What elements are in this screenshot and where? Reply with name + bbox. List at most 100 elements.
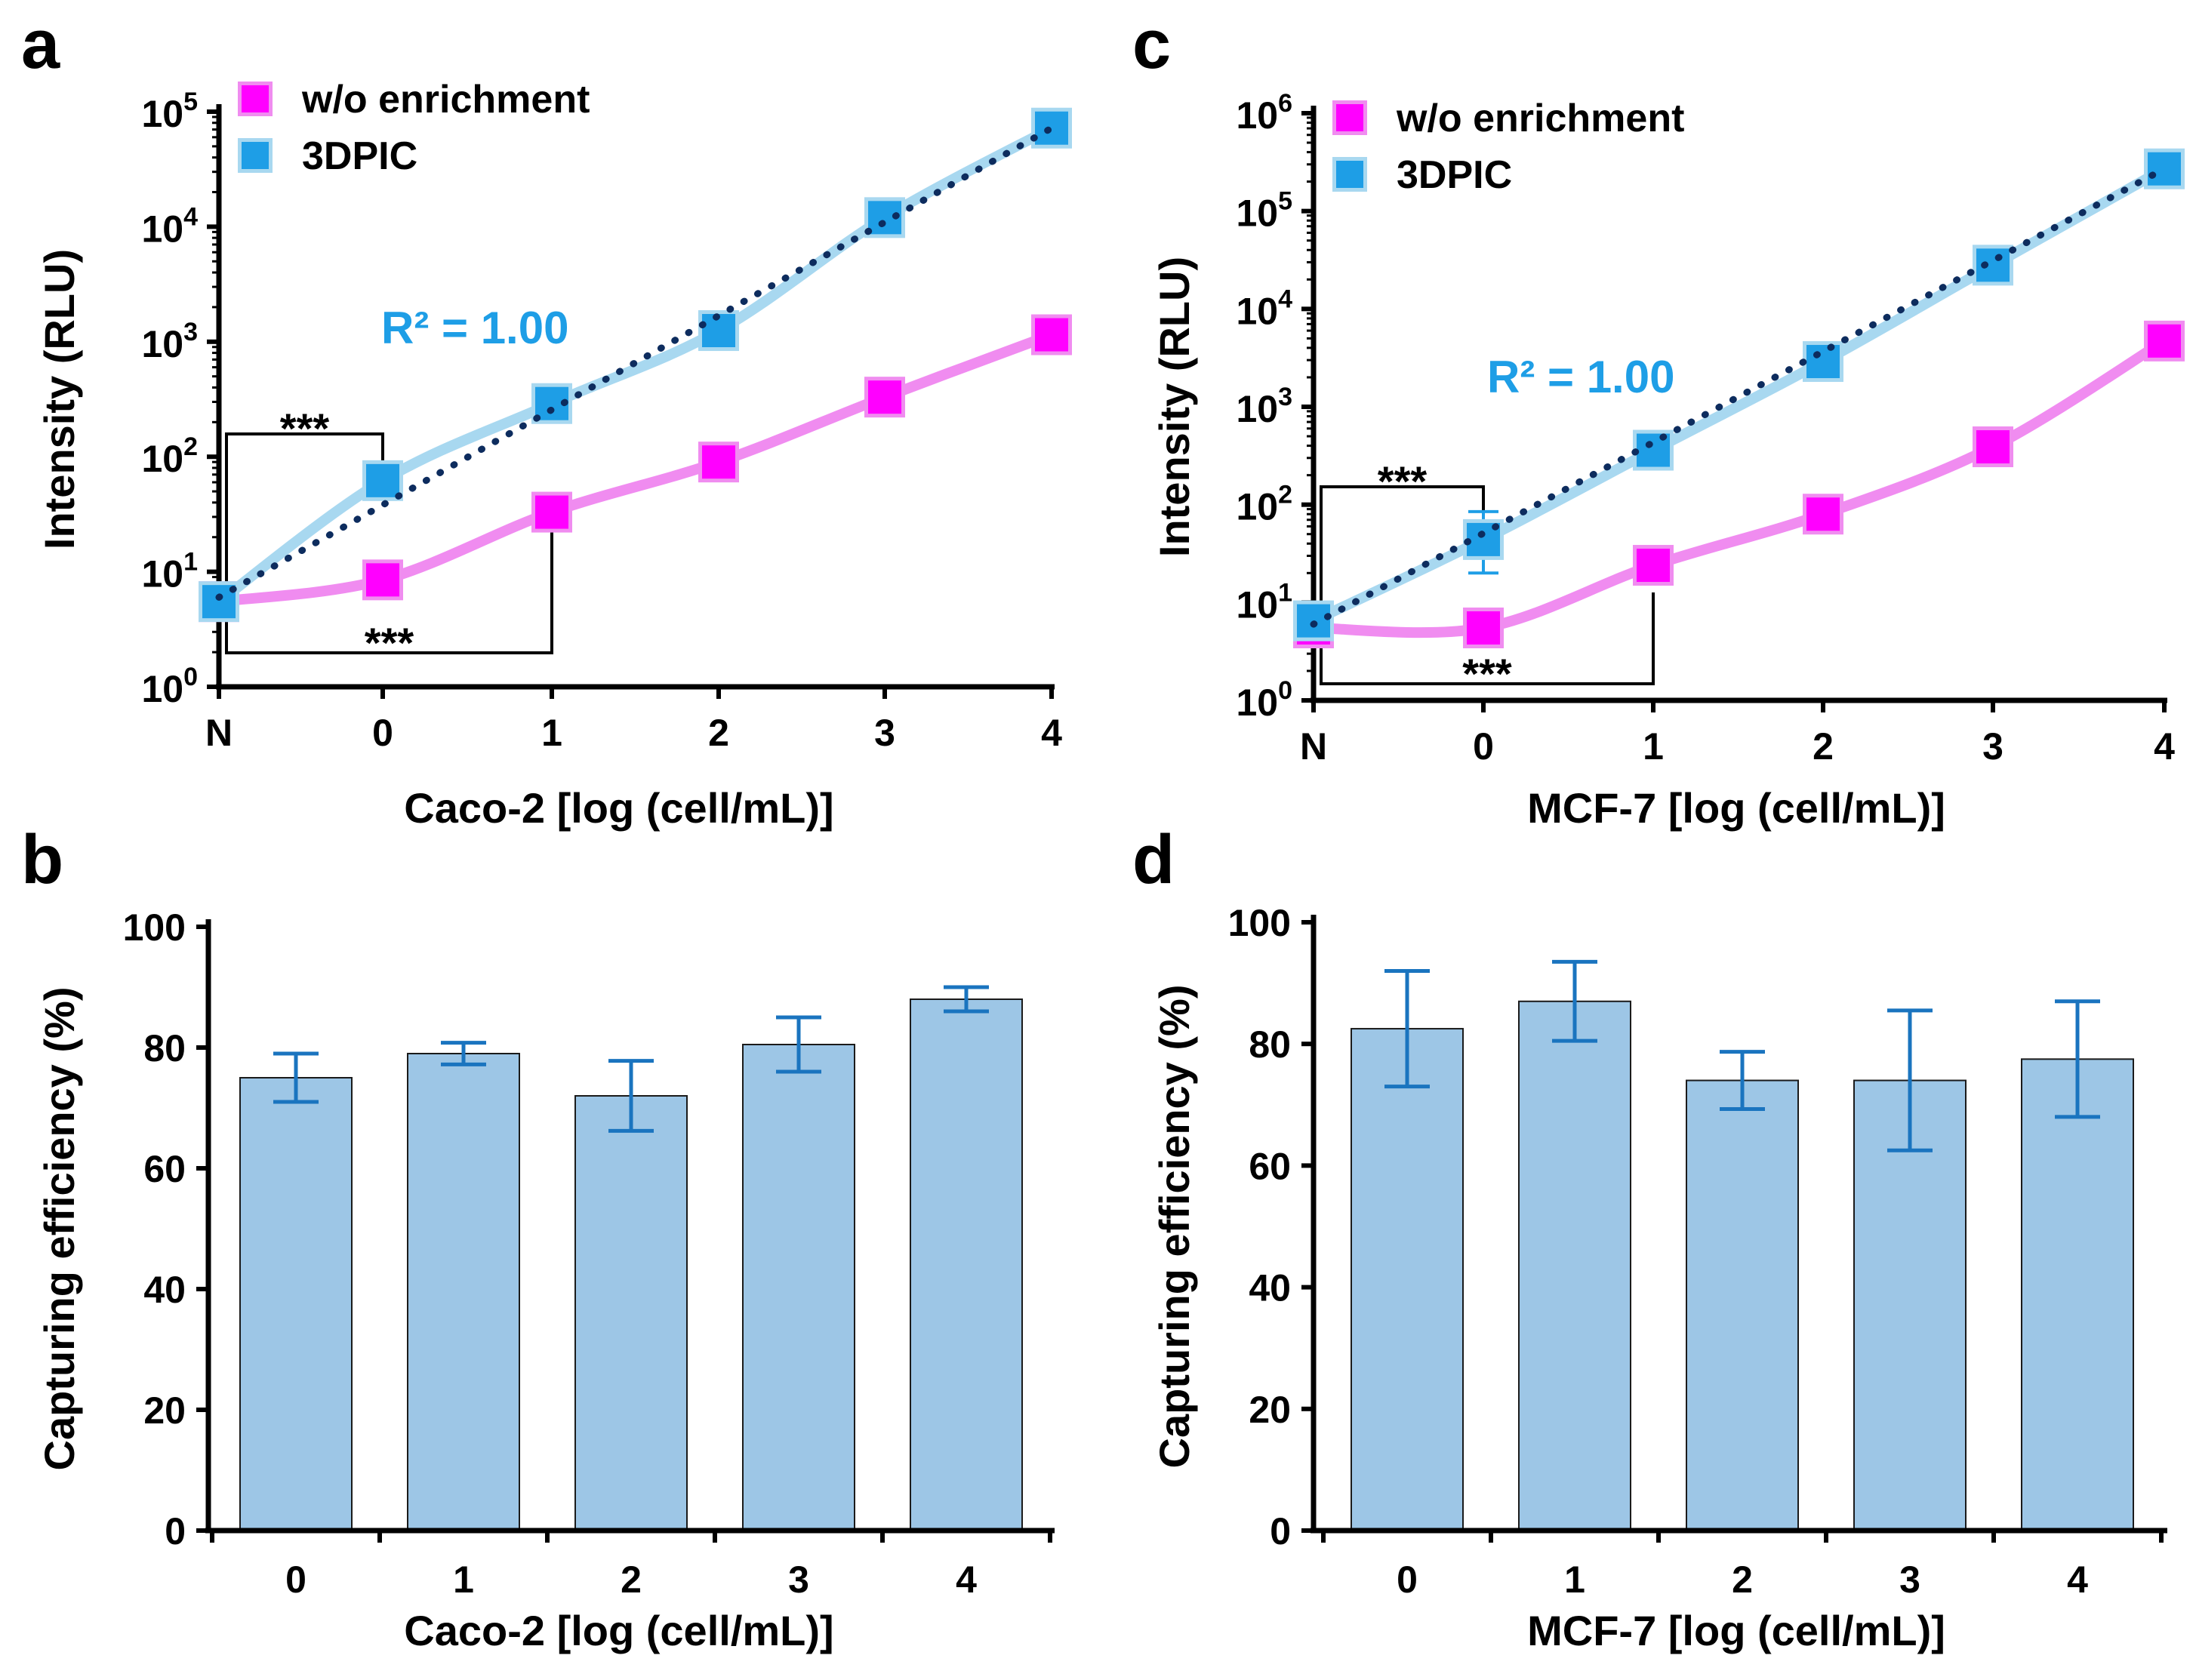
y-tick-label: 106 xyxy=(1236,89,1292,137)
y-tick-label: 20 xyxy=(1249,1389,1291,1431)
significance-label: *** xyxy=(365,619,414,666)
data-point xyxy=(366,563,399,597)
x-tick-label: 3 xyxy=(788,1558,809,1601)
x-tick-label: 3 xyxy=(1899,1558,1920,1601)
y-tick-label: 103 xyxy=(141,318,198,365)
y-tick-label: 102 xyxy=(141,432,198,480)
y-tick-label: 101 xyxy=(1236,578,1292,626)
legend-label: 3DPIC xyxy=(1397,153,1512,197)
x-tick-label: 2 xyxy=(1813,725,1834,768)
r-squared-label: R² = 1.00 xyxy=(381,303,568,353)
significance-bracket xyxy=(225,532,553,654)
x-tick-label: N xyxy=(205,712,233,754)
legend-marker xyxy=(242,142,269,169)
legend-label: w/o enrichment xyxy=(1396,97,1684,140)
y-tick-label: 80 xyxy=(1249,1023,1291,1066)
x-tick-label: 2 xyxy=(708,712,729,754)
x-tick-label: 1 xyxy=(1564,1558,1585,1601)
panel-c: c MCF-7 [log (cell/mL)] Intensity (RLU) 100… xyxy=(1132,6,2185,832)
y-tick-label: 40 xyxy=(143,1269,186,1311)
bar xyxy=(1853,1079,1967,1532)
data-point xyxy=(1035,318,1068,352)
y-tick-label: 0 xyxy=(1270,1510,1291,1552)
bar xyxy=(1686,1079,1799,1532)
significance-bracket xyxy=(1320,592,1655,685)
data-point xyxy=(366,463,399,497)
data-point xyxy=(1806,497,1840,531)
x-axis-title: Caco-2 [log (cell/mL)] xyxy=(404,1607,833,1654)
data-point xyxy=(1976,430,2010,464)
x-tick-label: 4 xyxy=(2154,725,2175,768)
y-axis-title: Intensity (RLU) xyxy=(35,249,83,549)
panel-label: a xyxy=(21,6,60,83)
data-point xyxy=(702,445,735,479)
y-tick-label: 102 xyxy=(1236,481,1292,528)
y-tick-label: 60 xyxy=(1249,1145,1291,1187)
y-tick-label: 104 xyxy=(1236,285,1292,332)
bar xyxy=(1351,1028,1464,1532)
x-tick-label: 0 xyxy=(1473,725,1494,768)
x-tick-label: 1 xyxy=(541,712,562,754)
x-tick-label: 1 xyxy=(453,1558,474,1601)
panel-label: b xyxy=(21,821,63,898)
legend-label: 3DPIC xyxy=(302,134,417,178)
x-tick-label: 0 xyxy=(285,1558,306,1601)
panel-label: c xyxy=(1132,6,1171,83)
y-tick-label: 105 xyxy=(141,88,198,135)
y-tick-label: 100 xyxy=(1236,676,1292,724)
y-tick-label: 0 xyxy=(165,1510,186,1552)
data-point xyxy=(1637,549,1670,583)
significance-label: *** xyxy=(1378,457,1428,505)
significance-label: *** xyxy=(1462,650,1512,697)
x-tick-label: 2 xyxy=(1732,1558,1753,1601)
x-axis-title: Caco-2 [log (cell/mL)] xyxy=(404,784,833,832)
x-tick-label: 4 xyxy=(956,1558,977,1601)
y-tick-label: 80 xyxy=(143,1027,186,1069)
x-axis-title: MCF-7 [log (cell/mL)] xyxy=(1527,784,1945,832)
y-tick-label: 105 xyxy=(1236,187,1292,235)
data-point xyxy=(868,380,901,414)
bar xyxy=(1518,1000,1631,1531)
fit-line xyxy=(1310,165,2168,628)
panel-d: d MCF-7 [log (cell/mL)] Capturing efficien… xyxy=(1132,821,2167,1654)
data-point xyxy=(2148,152,2181,186)
x-tick-label: 1 xyxy=(1643,725,1664,768)
bar xyxy=(2021,1058,2134,1531)
bar xyxy=(574,1095,688,1531)
y-tick-label: 60 xyxy=(143,1148,186,1190)
x-tick-label: 3 xyxy=(874,712,895,754)
y-tick-label: 100 xyxy=(123,906,186,949)
x-tick-label: 4 xyxy=(1041,712,1062,754)
bar xyxy=(239,1077,353,1531)
x-tick-label: 0 xyxy=(1397,1558,1418,1601)
r-squared-label: R² = 1.00 xyxy=(1487,352,1674,402)
x-tick-label: 3 xyxy=(1982,725,2004,768)
bar xyxy=(407,1053,520,1531)
bar xyxy=(742,1044,855,1531)
data-point xyxy=(1035,111,1068,145)
panel-a: a Caco-2 [log (cell/mL)] Intensity (RLU) 10… xyxy=(21,6,1072,832)
y-tick-label: 104 xyxy=(141,202,198,250)
significance-bracket xyxy=(1320,485,1485,663)
y-tick-label: 100 xyxy=(1228,902,1291,944)
legend-label: w/o enrichment xyxy=(301,78,590,122)
y-tick-label: 103 xyxy=(1236,383,1292,430)
significance-label: *** xyxy=(280,405,330,452)
series-line-0 xyxy=(1308,335,2170,638)
y-axis-title: Capturing efficiency (%) xyxy=(35,987,83,1471)
legend-marker xyxy=(1336,104,1363,131)
legend-marker xyxy=(242,85,269,112)
y-axis-title: Capturing efficiency (%) xyxy=(1150,985,1198,1469)
data-point xyxy=(1467,611,1500,645)
y-tick-label: 101 xyxy=(141,548,198,595)
data-point xyxy=(2148,324,2181,358)
y-tick-label: 20 xyxy=(143,1389,186,1432)
data-point xyxy=(535,495,568,529)
legend-marker xyxy=(1336,161,1363,188)
y-tick-label: 100 xyxy=(141,663,198,710)
fit-line xyxy=(215,125,1055,601)
series-line-1 xyxy=(1308,163,2170,626)
bar xyxy=(910,998,1023,1531)
x-axis-title: MCF-7 [log (cell/mL)] xyxy=(1527,1607,1945,1654)
